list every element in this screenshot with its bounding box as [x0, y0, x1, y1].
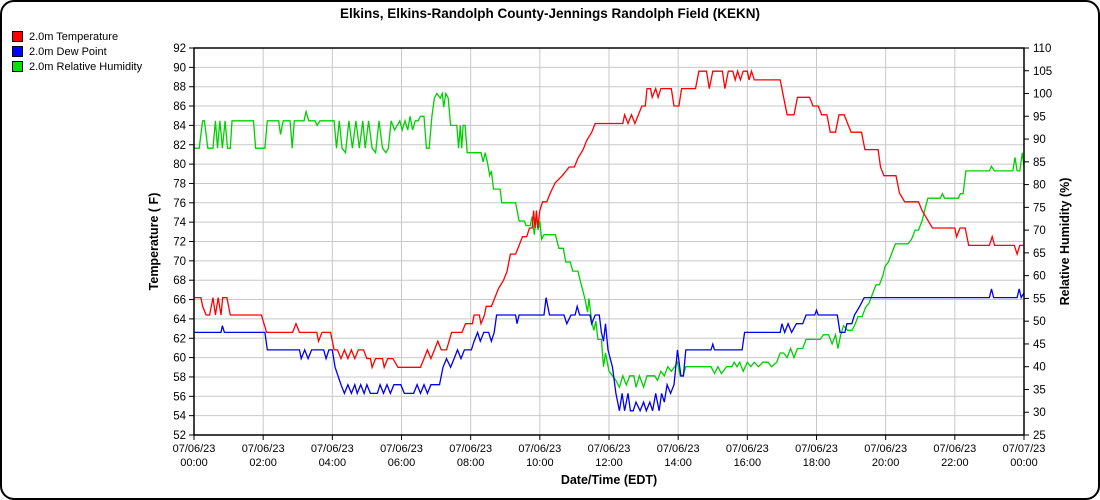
- axis-tick-label: 90: [1033, 134, 1046, 146]
- axis-tick-label: 68: [173, 275, 186, 287]
- axis-tick-label: 08:00: [457, 457, 485, 469]
- axis-tick-label: 80: [1033, 180, 1046, 192]
- axis-tick-label: 52: [173, 430, 186, 442]
- axis-tick-label: 86: [173, 101, 186, 113]
- axis-tick-label: 07/06/23: [380, 443, 423, 455]
- axis-tick-label: 72: [173, 237, 186, 249]
- axis-tick-label: 62: [173, 333, 186, 345]
- axis-tick-label: 16:00: [734, 457, 762, 469]
- left-axis-title: Temperature ( F): [147, 193, 161, 291]
- axis-tick-label: 70: [173, 256, 186, 268]
- axis-tick-label: 95: [1033, 111, 1046, 123]
- axis-tick-label: 84: [173, 120, 186, 132]
- axis-tick-label: 74: [173, 217, 186, 229]
- axis-tick-label: 07/06/23: [242, 443, 285, 455]
- axis-tick-label: 70: [1033, 225, 1046, 237]
- right-axis-title: Relative Humidity (%): [1058, 178, 1072, 306]
- axis-tick-label: 75: [1033, 202, 1046, 214]
- axis-tick-label: 30: [1033, 407, 1046, 419]
- axis-tick-label: 78: [173, 178, 186, 190]
- axis-tick-label: 07/06/23: [518, 443, 561, 455]
- axis-tick-label: 85: [1033, 157, 1046, 169]
- axis-tick-label: 07/06/23: [933, 443, 976, 455]
- axis-tick-label: 65: [1033, 248, 1046, 260]
- axis-tick-label: 07/06/23: [864, 443, 907, 455]
- axis-tick-label: 12:00: [595, 457, 623, 469]
- axis-tick-label: 105: [1033, 66, 1052, 78]
- axis-tick-label: 07/06/23: [726, 443, 769, 455]
- axis-tick-label: 35: [1033, 384, 1046, 396]
- axis-tick-label: 06:00: [388, 457, 416, 469]
- axis-tick-label: 18:00: [803, 457, 831, 469]
- dew-point-line: [194, 288, 1025, 413]
- axis-tick-label: 00:00: [180, 457, 208, 469]
- axis-tick-label: 80: [173, 159, 186, 171]
- axis-tick-label: 07/06/23: [795, 443, 838, 455]
- legend-label: 2.0m Relative Humidity: [29, 60, 143, 73]
- axis-tick-label: 54: [173, 411, 186, 423]
- axis-tick-label: 55: [1033, 293, 1046, 305]
- legend-item-2: 2.0m Dew Point: [12, 44, 142, 59]
- legend-item-1: 2.0m Temperature: [12, 29, 142, 44]
- legend-label: 2.0m Dew Point: [29, 45, 107, 58]
- axis-tick-label: 00:00: [1010, 457, 1038, 469]
- axis-tick-label: 14:00: [664, 457, 692, 469]
- axis-tick-label: 10:00: [526, 457, 554, 469]
- legend-item-3: 2.0m Relative Humidity: [12, 59, 142, 74]
- axis-tick-label: 92: [173, 43, 186, 55]
- legend-swatch-icon: [12, 31, 23, 42]
- axis-tick-label: 07/06/23: [173, 443, 216, 455]
- legend-swatch-icon: [12, 46, 23, 57]
- axis-tick-label: 07/06/23: [657, 443, 700, 455]
- axis-tick-label: 07/06/23: [311, 443, 354, 455]
- chart-title: Elkins, Elkins-Randolph County-Jennings …: [339, 6, 760, 21]
- temperature-line: [194, 68, 1024, 370]
- axis-tick-label: 66: [173, 295, 186, 307]
- axis-tick-label: 60: [1033, 271, 1046, 283]
- axis-tick-label: 76: [173, 198, 186, 210]
- axis-tick-label: 90: [173, 62, 186, 74]
- axis-tick-label: 110: [1033, 43, 1051, 55]
- axis-tick-label: 50: [1033, 316, 1046, 328]
- axis-tick-label: 100: [1033, 89, 1052, 101]
- axis-tick-label: 60: [173, 353, 186, 365]
- axis-tick-label: 07/06/23: [449, 443, 492, 455]
- legend-swatch-icon: [12, 61, 23, 72]
- axis-tick-label: 20:00: [872, 457, 900, 469]
- axis-tick-label: 25: [1033, 430, 1046, 442]
- axis-tick-label: 02:00: [249, 457, 277, 469]
- legend-label: 2.0m Temperature: [29, 30, 119, 43]
- axis-tick-label: 82: [173, 140, 186, 152]
- axis-tick-label: 64: [173, 314, 186, 326]
- axis-tick-label: 07/07/23: [1003, 443, 1046, 455]
- axis-tick-label: 58: [173, 372, 186, 384]
- humidity-line: [194, 91, 1025, 390]
- axis-tick-label: 40: [1033, 362, 1046, 374]
- axis-tick-label: 88: [173, 82, 186, 94]
- axis-tick-label: 45: [1033, 339, 1046, 351]
- axis-tick-label: 56: [173, 391, 186, 403]
- x-axis-title: Date/Time (EDT): [561, 473, 657, 487]
- legend: 2.0m Temperature 2.0m Dew Point 2.0m Relat…: [12, 29, 142, 74]
- axis-tick-label: 07/06/23: [588, 443, 631, 455]
- axis-tick-label: 22:00: [941, 457, 969, 469]
- axis-tick-label: 04:00: [319, 457, 347, 469]
